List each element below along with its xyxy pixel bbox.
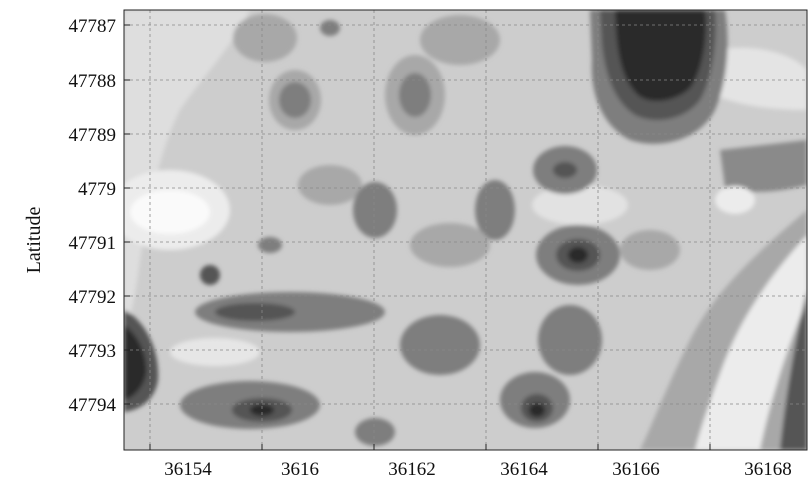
x-tick-label: 36164 bbox=[500, 459, 548, 480]
contour-blob bbox=[538, 305, 602, 375]
contour-blob bbox=[279, 82, 311, 118]
plot-frame bbox=[123, 9, 808, 451]
y-tick-label: 47792 bbox=[69, 287, 117, 308]
contour-dark-northeast-core bbox=[615, 10, 706, 101]
contour-blob bbox=[420, 15, 500, 65]
contour-white-west-center bbox=[130, 190, 210, 234]
contour-blob bbox=[400, 315, 480, 375]
plot-area bbox=[124, 10, 807, 450]
contour-blob-core bbox=[250, 404, 274, 416]
y-tick-label: 4779 bbox=[78, 179, 116, 200]
contour-blob bbox=[258, 237, 282, 253]
contour-regions bbox=[124, 10, 807, 450]
contour-blob-core bbox=[568, 247, 588, 263]
x-axis-ticks: 36154 3616 36162 36164 36166 36168 bbox=[149, 444, 792, 480]
y-axis-title: Latitude bbox=[23, 207, 45, 274]
y-tick-label: 47787 bbox=[69, 16, 117, 37]
contour-dark-east-edge bbox=[780, 290, 807, 450]
contour-blob bbox=[200, 265, 220, 285]
contour-blob-core bbox=[529, 403, 545, 417]
contour-blob-core bbox=[553, 162, 577, 178]
contour-blob bbox=[399, 73, 431, 117]
contour-blob bbox=[355, 418, 395, 446]
contour-blob bbox=[298, 165, 362, 205]
contour-blob bbox=[620, 230, 680, 270]
y-tick-label: 47791 bbox=[69, 233, 117, 254]
grid-lines bbox=[124, 10, 807, 450]
x-tick-label: 36162 bbox=[388, 459, 436, 480]
contour-dark-southwest-core bbox=[124, 325, 147, 400]
contour-light-lower-left bbox=[170, 338, 260, 366]
contour-blob bbox=[320, 20, 340, 36]
contour-white-east-band bbox=[695, 235, 807, 450]
contour-blob bbox=[233, 14, 297, 62]
x-tick-label: 36154 bbox=[164, 459, 212, 480]
contour-blob bbox=[715, 186, 755, 214]
x-tick-label: 36168 bbox=[744, 459, 792, 480]
contour-blob bbox=[410, 223, 490, 267]
contour-blob bbox=[475, 180, 515, 240]
contour-light-left bbox=[124, 10, 250, 330]
y-tick-label: 47788 bbox=[69, 71, 117, 92]
x-tick-label: 3616 bbox=[281, 459, 319, 480]
contour-right-mid bbox=[720, 140, 807, 192]
y-axis-ticks: 47787 47788 47789 4779 47791 47792 47793 47794 bbox=[69, 16, 130, 416]
contour-light-top-right bbox=[700, 47, 807, 110]
x-tick-label: 36166 bbox=[612, 459, 660, 480]
contour-blob bbox=[353, 182, 397, 238]
y-tick-label: 47794 bbox=[69, 395, 117, 416]
contour-light-center bbox=[532, 185, 628, 225]
contour-blob bbox=[215, 303, 295, 321]
y-tick-label: 47789 bbox=[69, 125, 117, 146]
y-tick-label: 47793 bbox=[69, 341, 117, 362]
